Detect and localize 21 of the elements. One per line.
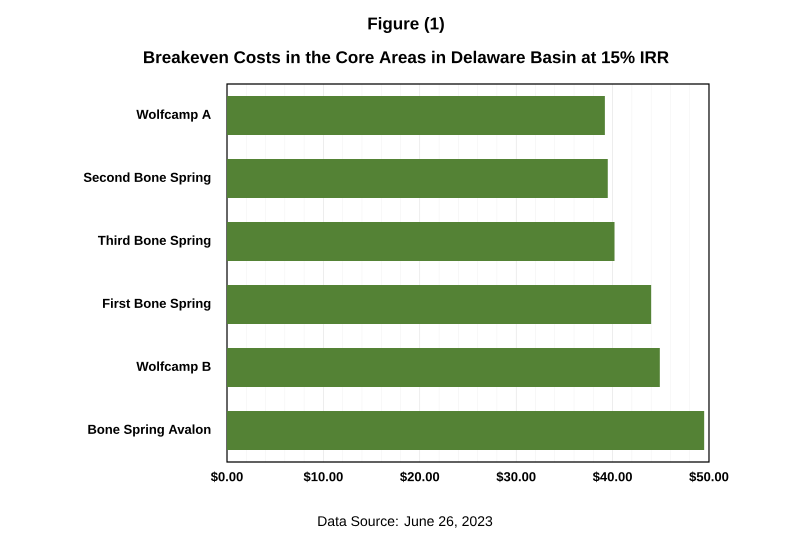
y-tick-label: Second Bone Spring xyxy=(84,172,210,185)
y-tick-label: Third Bone Spring xyxy=(98,235,210,248)
y-tick-label: Wolfcamp B xyxy=(136,361,211,374)
bar xyxy=(227,159,608,198)
x-tick-label: $20.00 xyxy=(400,472,440,482)
y-tick-label: First Bone Spring xyxy=(103,298,210,311)
source-note: Data Source: June 26, 2023 xyxy=(318,516,492,528)
x-tick-label: $40.00 xyxy=(592,472,632,482)
y-tick-label: Wolfcamp A xyxy=(136,109,211,122)
x-tick-label: $10.00 xyxy=(304,472,343,482)
bar xyxy=(227,222,615,261)
bar xyxy=(227,410,704,450)
chart-title: Figure (1) xyxy=(368,17,444,33)
x-tick-label: $0.00 xyxy=(210,472,243,482)
bar xyxy=(227,96,605,136)
chart-subtitle: Breakeven Costs in the Core Areas in Delaware Basin at 15% IRR xyxy=(144,50,669,64)
x-tick-label: $30.00 xyxy=(496,472,536,482)
x-tick-label: $50.00 xyxy=(689,472,728,482)
y-tick-label: Bone Spring Avalon xyxy=(88,424,210,437)
bar xyxy=(227,284,652,324)
bar xyxy=(227,348,660,387)
